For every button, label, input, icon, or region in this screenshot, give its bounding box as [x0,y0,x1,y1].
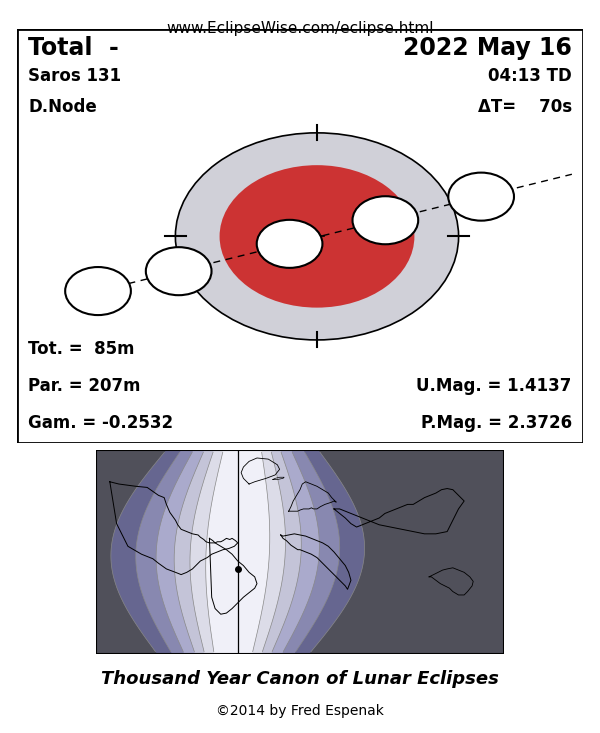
Text: 2022 May 16: 2022 May 16 [403,35,572,59]
Circle shape [257,220,322,268]
Polygon shape [190,450,286,654]
Circle shape [353,196,418,244]
Circle shape [175,133,458,340]
Circle shape [146,247,212,295]
Text: 04:13 TD: 04:13 TD [488,67,572,84]
Text: Tot. =  85m: Tot. = 85m [28,340,134,358]
Text: Gam. = -0.2532: Gam. = -0.2532 [28,414,173,432]
Text: U.Mag. = 1.4137: U.Mag. = 1.4137 [416,377,572,395]
Polygon shape [156,450,319,654]
Polygon shape [174,450,301,654]
Text: Total  -: Total - [28,35,119,59]
Text: ©2014 by Fred Espenak: ©2014 by Fred Espenak [216,704,384,718]
Text: ΔT=    70s: ΔT= 70s [478,97,572,116]
Circle shape [65,267,131,315]
Text: www.EclipseWise.com/eclipse.html: www.EclipseWise.com/eclipse.html [166,21,434,35]
Text: P.Mag. = 2.3726: P.Mag. = 2.3726 [421,414,572,432]
Text: Par. = 207m: Par. = 207m [28,377,140,395]
Circle shape [220,165,415,308]
Polygon shape [111,450,365,654]
Polygon shape [206,450,270,654]
Polygon shape [136,450,340,654]
Text: Thousand Year Canon of Lunar Eclipses: Thousand Year Canon of Lunar Eclipses [101,671,499,688]
Text: D.Node: D.Node [28,97,97,116]
Circle shape [448,172,514,221]
Text: Saros 131: Saros 131 [28,67,121,84]
